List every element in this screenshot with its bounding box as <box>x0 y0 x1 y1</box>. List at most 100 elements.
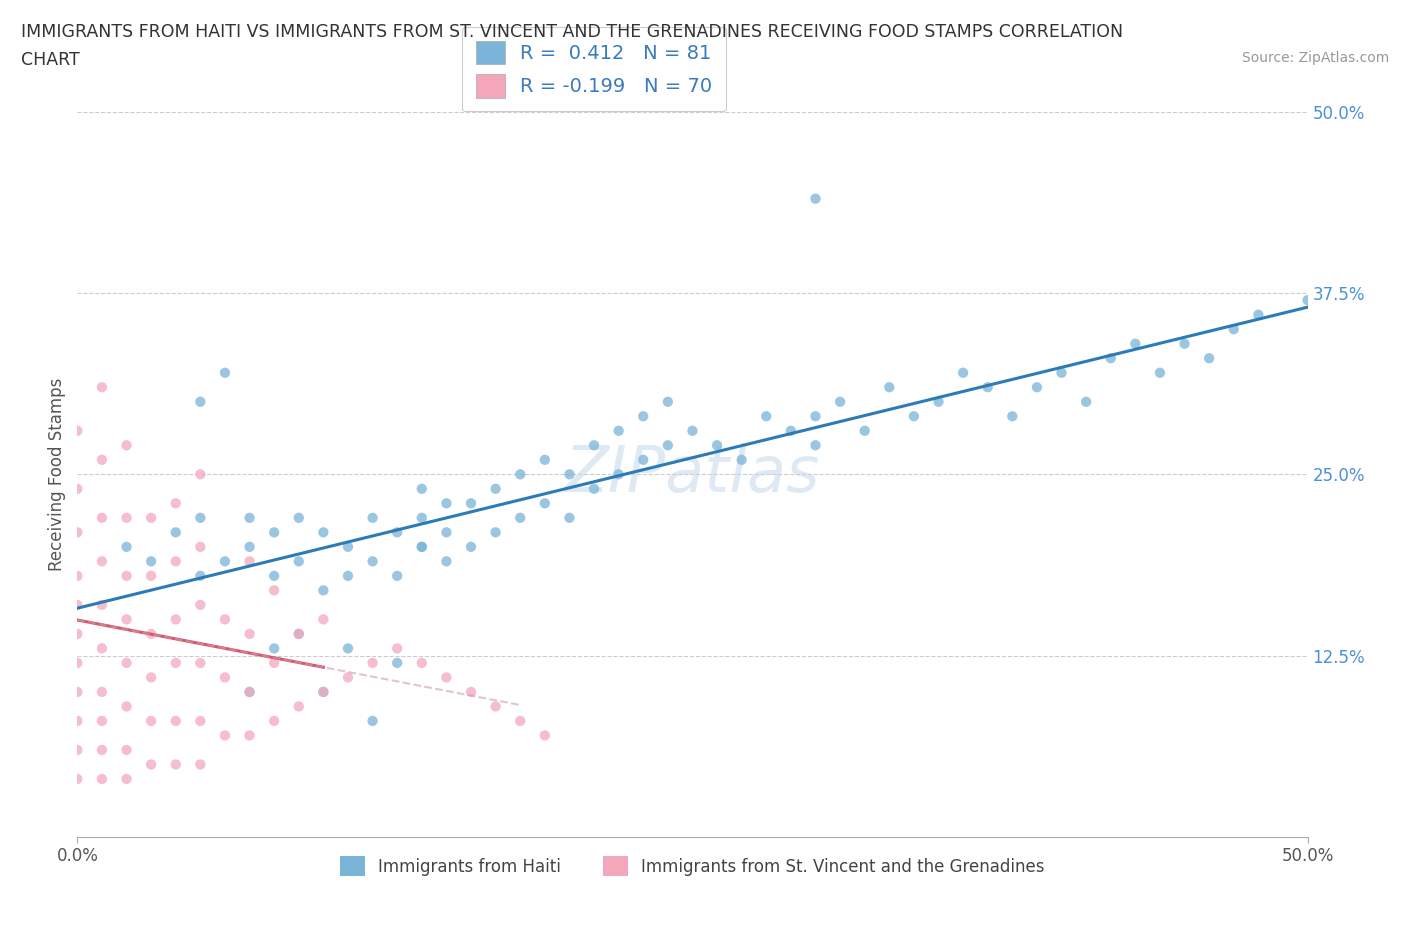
Point <box>141 511 163 525</box>
Point <box>509 713 531 728</box>
Point <box>312 612 335 627</box>
Point <box>534 496 557 511</box>
Point <box>1149 365 1171 380</box>
Point <box>337 568 360 583</box>
Point <box>411 539 433 554</box>
Text: ZIPatlas: ZIPatlas <box>565 444 820 505</box>
Point <box>214 554 236 569</box>
Point <box>607 423 630 438</box>
Point <box>115 511 138 525</box>
Point <box>633 409 655 424</box>
Point <box>780 423 803 438</box>
Point <box>214 365 236 380</box>
Point <box>657 394 679 409</box>
Point <box>239 684 262 699</box>
Point <box>952 365 974 380</box>
Legend: Immigrants from Haiti, Immigrants from St. Vincent and the Grenadines: Immigrants from Haiti, Immigrants from S… <box>333 849 1052 884</box>
Point <box>509 511 531 525</box>
Point <box>436 554 458 569</box>
Point <box>830 394 852 409</box>
Point <box>66 627 89 642</box>
Point <box>165 554 187 569</box>
Point <box>928 394 950 409</box>
Point <box>188 568 212 583</box>
Point <box>115 656 138 671</box>
Point <box>66 525 89 539</box>
Point <box>361 511 384 525</box>
Point <box>337 641 360 656</box>
Point <box>977 379 1000 394</box>
Point <box>534 452 557 467</box>
Point <box>731 452 754 467</box>
Point <box>263 583 285 598</box>
Text: Source: ZipAtlas.com: Source: ZipAtlas.com <box>1241 51 1389 65</box>
Point <box>385 525 409 539</box>
Point <box>411 482 433 497</box>
Point <box>165 757 187 772</box>
Point <box>361 554 384 569</box>
Point <box>115 742 138 757</box>
Point <box>436 525 458 539</box>
Point <box>312 525 335 539</box>
Point <box>385 641 409 656</box>
Point <box>657 438 679 453</box>
Point <box>583 438 606 453</box>
Point <box>1050 365 1073 380</box>
Point <box>141 713 163 728</box>
Point <box>804 409 827 424</box>
Point <box>583 482 606 497</box>
Point <box>66 423 89 438</box>
Point <box>115 539 138 554</box>
Point <box>312 583 335 598</box>
Point <box>682 423 704 438</box>
Point <box>411 656 433 671</box>
Point <box>509 467 531 482</box>
Point <box>288 627 311 642</box>
Point <box>66 684 89 699</box>
Point <box>460 496 482 511</box>
Point <box>263 568 285 583</box>
Point <box>239 539 262 554</box>
Point <box>188 597 212 612</box>
Point <box>534 728 557 743</box>
Point <box>239 511 262 525</box>
Point <box>1099 351 1122 365</box>
Point <box>1076 394 1098 409</box>
Point <box>1125 337 1147 352</box>
Point <box>90 379 114 394</box>
Point <box>90 452 114 467</box>
Point <box>90 641 114 656</box>
Point <box>633 452 655 467</box>
Point <box>165 713 187 728</box>
Point <box>312 684 335 699</box>
Point <box>188 467 212 482</box>
Point <box>188 713 212 728</box>
Point <box>1026 379 1049 394</box>
Point <box>879 379 901 394</box>
Point <box>165 612 187 627</box>
Point <box>90 742 114 757</box>
Point <box>115 438 138 453</box>
Point <box>385 656 409 671</box>
Point <box>90 554 114 569</box>
Point <box>115 612 138 627</box>
Point <box>288 627 311 642</box>
Point <box>361 656 384 671</box>
Point <box>115 568 138 583</box>
Point <box>436 496 458 511</box>
Point <box>188 511 212 525</box>
Point <box>460 539 482 554</box>
Point <box>385 568 409 583</box>
Point <box>214 728 236 743</box>
Point <box>485 525 508 539</box>
Point <box>1223 322 1246 337</box>
Point <box>239 684 262 699</box>
Point <box>90 713 114 728</box>
Point <box>558 467 581 482</box>
Point <box>141 627 163 642</box>
Point <box>312 684 335 699</box>
Point <box>263 641 285 656</box>
Point <box>1247 307 1270 322</box>
Point <box>141 757 163 772</box>
Point <box>115 772 138 787</box>
